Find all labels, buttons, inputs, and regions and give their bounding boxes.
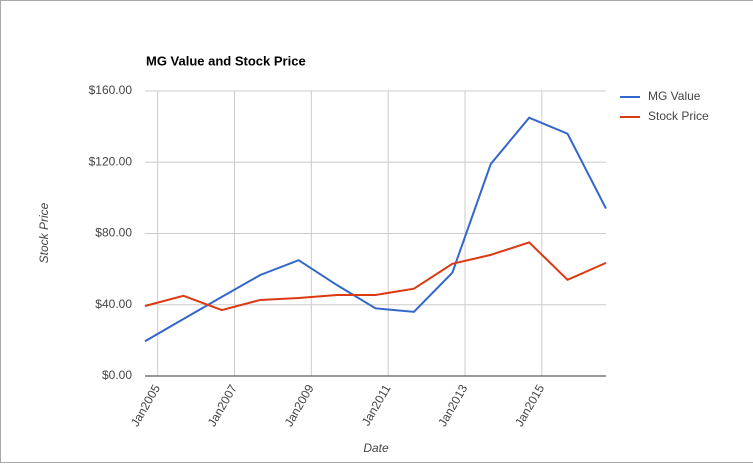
- y-tick-label: $120.00: [89, 154, 133, 168]
- series-line: [144, 116, 607, 343]
- chart-title: MG Value and Stock Price: [146, 53, 306, 68]
- series-line: [144, 241, 607, 312]
- legend-label: MG Value: [648, 89, 701, 103]
- y-tick-label: $80.00: [95, 226, 132, 240]
- legend-label: Stock Price: [648, 109, 709, 123]
- y-axis-title: Stock Price: [37, 202, 51, 263]
- y-tick-label: $160.00: [89, 83, 133, 97]
- y-tick-label: $0.00: [102, 368, 132, 382]
- x-axis-title: Date: [363, 441, 389, 455]
- y-tick-label: $40.00: [95, 297, 132, 311]
